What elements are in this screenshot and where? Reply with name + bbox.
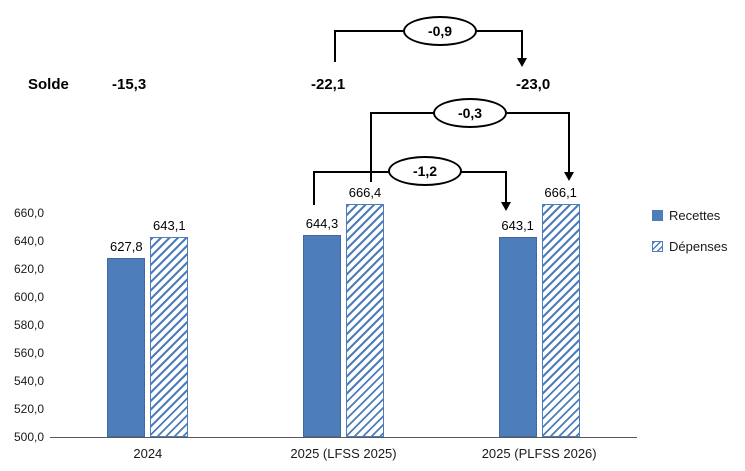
bridge-12-value-bubble: -1,2 xyxy=(388,156,462,186)
bridge-09-arrow-line xyxy=(521,30,523,60)
legend-label-depenses: Dépenses xyxy=(669,239,728,254)
y-axis-tick-label: 580,0 xyxy=(13,318,44,332)
bar-value-label: 644,3 xyxy=(305,216,339,231)
bar-depenses-2024 xyxy=(150,237,189,437)
bar-value-label: 627,8 xyxy=(110,239,143,254)
bridge-03-value-bubble: -0,3 xyxy=(433,98,507,128)
bar-value-label: 643,1 xyxy=(501,218,534,233)
bridge-12-left-stub xyxy=(313,171,315,205)
legend-entry-depenses: Dépenses xyxy=(652,239,728,254)
bar-value-label: 666,1 xyxy=(544,185,577,200)
y-axis-tick-label: 500,0 xyxy=(13,430,44,444)
bridge-03-left-stub xyxy=(370,112,372,182)
bridge-03-arrow-icon xyxy=(564,172,574,181)
solde-value-2024: -15,3 xyxy=(112,76,147,93)
x-axis-category-label: 2025 (LFSS 2025) xyxy=(290,446,397,461)
solde-label: Solde xyxy=(28,76,69,93)
bridge-03-arrow-line xyxy=(568,112,570,174)
bar-recettes-2024 xyxy=(107,258,146,437)
legend: Recettes Dépenses xyxy=(652,208,728,270)
bar-recettes-2025-plfss-2026 xyxy=(498,237,537,437)
legend-swatch-recettes-icon xyxy=(652,210,663,221)
bridge-12-arrow-icon xyxy=(501,202,511,211)
bridge-09-left-stub xyxy=(334,30,336,62)
legend-entry-recettes: Recettes xyxy=(652,208,728,223)
y-axis-tick-label: 620,0 xyxy=(13,262,44,276)
y-axis-tick-label: 520,0 xyxy=(13,402,44,416)
bridge-12-arrow-line xyxy=(505,171,507,204)
bar-depenses-2025-plfss-2026 xyxy=(541,204,580,437)
bridge-09-value-bubble: -0,9 xyxy=(403,16,477,46)
y-axis-tick-label: 540,0 xyxy=(13,374,44,388)
solde-value-2025-plfss: -23,0 xyxy=(516,76,551,93)
solde-value-2025-lfss: -22,1 xyxy=(311,76,346,93)
bar-recettes-2025-lfss-2025 xyxy=(303,235,341,437)
x-axis-line xyxy=(50,437,637,438)
bar-depenses-2025-lfss-2025 xyxy=(346,204,384,437)
bridge-09-arrow-icon xyxy=(517,58,527,67)
y-axis-tick-label: 600,0 xyxy=(13,290,44,304)
y-axis-tick-label: 560,0 xyxy=(13,346,44,360)
y-axis-tick-label: 640,0 xyxy=(13,234,44,248)
bar-value-label: 666,4 xyxy=(348,185,382,200)
x-axis-category-label: 2025 (PLFSS 2026) xyxy=(481,446,597,461)
bar-value-label: 643,1 xyxy=(153,218,186,233)
legend-label-recettes: Recettes xyxy=(669,208,721,223)
y-axis-tick-label: 660,0 xyxy=(13,206,44,220)
x-axis-category-label: 2024 xyxy=(133,446,163,461)
legend-swatch-depenses-icon xyxy=(652,241,663,252)
